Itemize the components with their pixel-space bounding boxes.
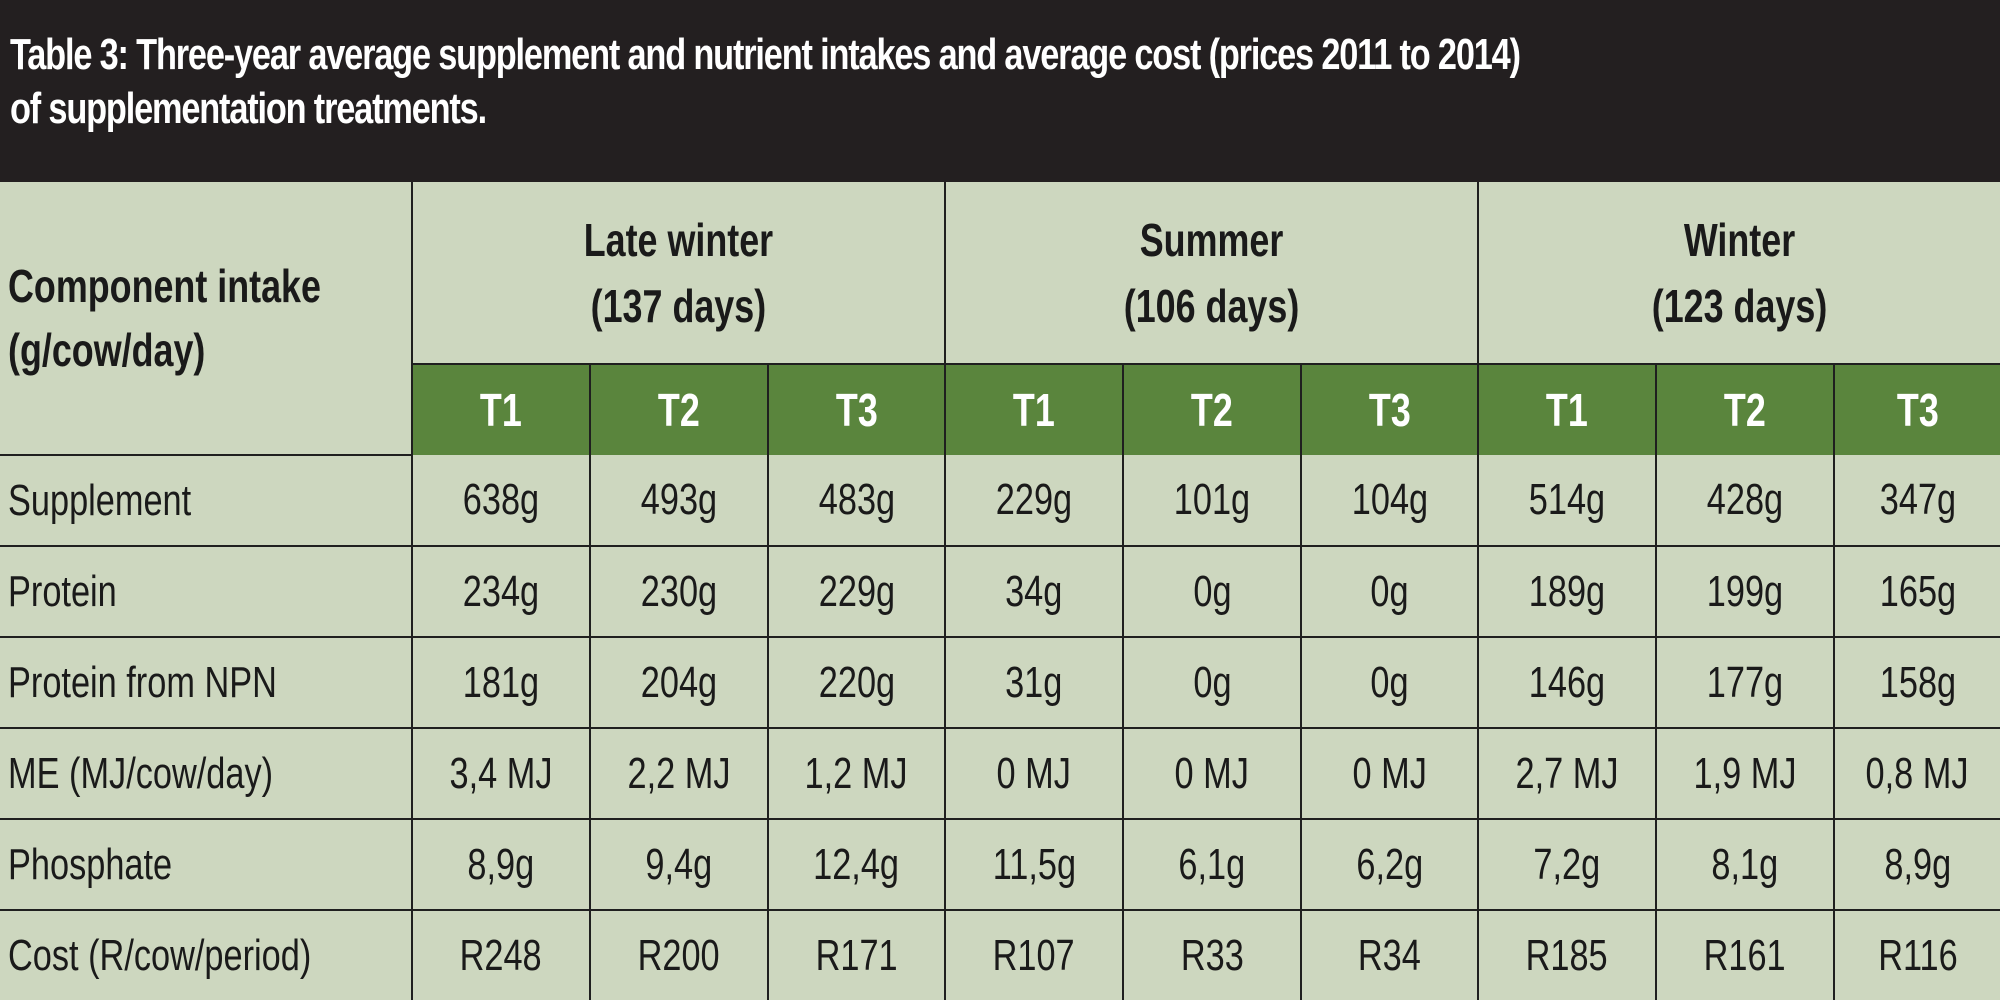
table-cell: R185 [1477,909,1657,1000]
table-cell: 234g [411,545,591,638]
row-label: ME (MJ/cow/day) [0,727,413,820]
table-row: Cost (R/cow/period) R248 R200 R171 R107 R33 R3… [0,909,2000,1000]
treatment-header: T3 [1832,363,2000,455]
table-cell: 638g [411,455,591,547]
table-cell: R34 [1300,909,1479,1000]
data-table: Component intake (g/cow/day) Late winter (… [0,182,2000,1000]
table-cell: 1,2 MJ [767,727,946,820]
table-cell: R161 [1655,909,1835,1000]
table-cell: 0g [1122,545,1302,638]
period-days: (137 days) [590,279,767,332]
table-cell: R116 [1832,909,2000,1000]
treatment-header: T1 [944,363,1124,455]
row-label: Protein from NPN [0,636,413,729]
title-line-1: Table 3: Three-year average supplement a… [10,30,1521,79]
table-cell: 347g [1832,455,2000,547]
treatment-header: T1 [1477,363,1657,455]
table-row: Protein 234g 230g 229g 34g 0g 0g 189g 199g 165g [0,545,2000,638]
period-days: (106 days) [1123,279,1300,332]
table-row: ME (MJ/cow/day) 3,4 MJ 2,2 MJ 1,2 MJ 0 MJ 0 M… [0,727,2000,820]
table-cell: 493g [589,455,769,547]
table-cell: 204g [589,636,769,729]
table-cell: 229g [767,545,946,638]
table-cell: 2,7 MJ [1477,727,1657,820]
table-cell: 177g [1655,636,1835,729]
table-cell: 8,1g [1655,818,1835,911]
table-cell: 0 MJ [1122,727,1302,820]
period-header-winter: Winter (123 days) [1476,182,2000,365]
table-cell: 11,5g [944,818,1124,911]
table-cell: 101g [1122,455,1302,547]
period-header-late-winter: Late winter (137 days) [411,182,946,365]
table-title: Table 3: Three-year average supplement a… [0,0,2000,182]
table-cell: 428g [1655,455,1835,547]
treatment-header: T2 [589,363,769,455]
treatment-header: T2 [1655,363,1835,455]
table-cell: 483g [767,455,946,547]
table-cell: 1,9 MJ [1655,727,1835,820]
period-name: Winter [1683,213,1796,266]
period-days: (123 days) [1651,279,1828,332]
table-cell: R171 [767,909,946,1000]
table-cell: 0g [1300,545,1479,638]
table-cell: 8,9g [411,818,591,911]
component-header-line2: (g/cow/day) [8,324,206,376]
treatment-header: T3 [1300,363,1479,455]
table-cell: 12,4g [767,818,946,911]
table-cell: 189g [1477,545,1657,638]
table-cell: 220g [767,636,946,729]
treatment-header: T3 [767,363,946,455]
table-cell: R248 [411,909,591,1000]
table-cell: 9,4g [589,818,769,911]
table-cell: 6,2g [1300,818,1479,911]
table-body: Supplement 638g 493g 483g 229g 101g 104g 514g 42… [0,455,2000,1000]
treatment-header: T2 [1122,363,1302,455]
row-label: Supplement [0,455,413,547]
table-row: Supplement 638g 493g 483g 229g 101g 104g 514g 42… [0,455,2000,547]
table-cell: 229g [944,455,1124,547]
table-cell: 7,2g [1477,818,1657,911]
period-header-summer: Summer (106 days) [944,182,1479,365]
table-row: Protein from NPN 181g 204g 220g 31g 0g 0g 146g 1… [0,636,2000,729]
table-cell: 514g [1477,455,1657,547]
table-cell: 8,9g [1832,818,2000,911]
table-cell: 6,1g [1122,818,1302,911]
table-row: Phosphate 8,9g 9,4g 12,4g 11,5g 6,1g 6,2g 7,2g 8… [0,818,2000,911]
table-cell: 34g [944,545,1124,638]
row-label: Protein [0,545,413,638]
treatment-header: T1 [412,363,591,455]
row-label: Cost (R/cow/period) [0,909,413,1000]
table-cell: 31g [944,636,1124,729]
period-name: Summer [1139,213,1284,266]
table-cell: R107 [944,909,1124,1000]
table-cell: 199g [1655,545,1835,638]
period-name: Late winter [583,213,774,266]
table-cell: 158g [1832,636,2000,729]
treatment-header-row: T1 T2 T3 T1 T2 T3 T1 T2 T3 [0,363,2000,455]
table-cell: 0g [1122,636,1302,729]
table-cell: 104g [1300,455,1479,547]
period-header-row: Component intake (g/cow/day) Late winter (… [0,182,2000,456]
table-cell: 146g [1477,636,1657,729]
table-cell: 230g [589,545,769,638]
row-label: Phosphate [0,818,413,911]
table-cell: 3,4 MJ [411,727,591,820]
title-line-2: of supplementation treatments. [10,84,487,133]
table-cell: 181g [411,636,591,729]
table-cell: 0 MJ [1300,727,1479,820]
table-cell: 0,8 MJ [1832,727,2000,820]
table-cell: 2,2 MJ [589,727,769,820]
component-header: Component intake (g/cow/day) [0,182,413,456]
table-cell: 0 MJ [944,727,1124,820]
table-cell: 165g [1832,545,2000,638]
table-cell: 0g [1300,636,1479,729]
table-cell: R200 [589,909,769,1000]
table-cell: R33 [1122,909,1302,1000]
component-header-line1: Component intake [8,260,321,312]
